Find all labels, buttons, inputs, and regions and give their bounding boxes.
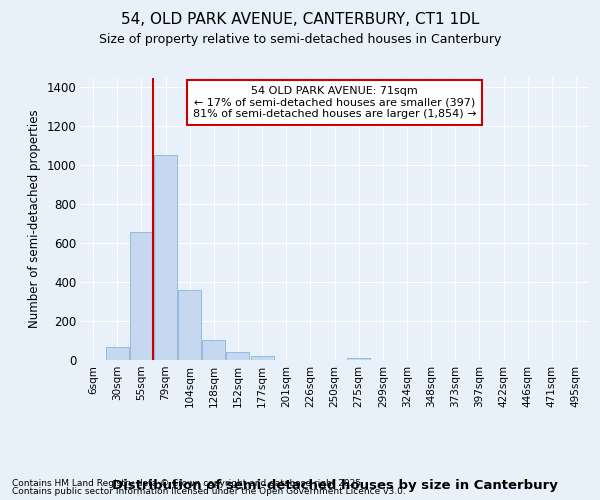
Bar (251, 356, 274, 360)
Bar (202, 340, 225, 360)
Text: 54 OLD PARK AVENUE: 71sqm
← 17% of semi-detached houses are smaller (397)
81% of: 54 OLD PARK AVENUE: 71sqm ← 17% of semi-… (193, 86, 476, 119)
Bar (130, 232, 153, 360)
Bar (154, 156, 177, 360)
Bar (226, 352, 250, 360)
X-axis label: Distribution of semi-detached houses by size in Canterbury: Distribution of semi-detached houses by … (112, 479, 557, 492)
Bar (178, 290, 201, 360)
Y-axis label: Number of semi-detached properties: Number of semi-detached properties (28, 110, 41, 328)
Text: Contains HM Land Registry data © Crown copyright and database right 2025.: Contains HM Land Registry data © Crown c… (12, 478, 364, 488)
Text: 54, OLD PARK AVENUE, CANTERBURY, CT1 1DL: 54, OLD PARK AVENUE, CANTERBURY, CT1 1DL (121, 12, 479, 28)
Bar (106, 348, 128, 360)
Text: Size of property relative to semi-detached houses in Canterbury: Size of property relative to semi-detach… (99, 32, 501, 46)
Text: Contains public sector information licensed under the Open Government Licence v3: Contains public sector information licen… (12, 487, 406, 496)
Bar (347, 358, 370, 360)
